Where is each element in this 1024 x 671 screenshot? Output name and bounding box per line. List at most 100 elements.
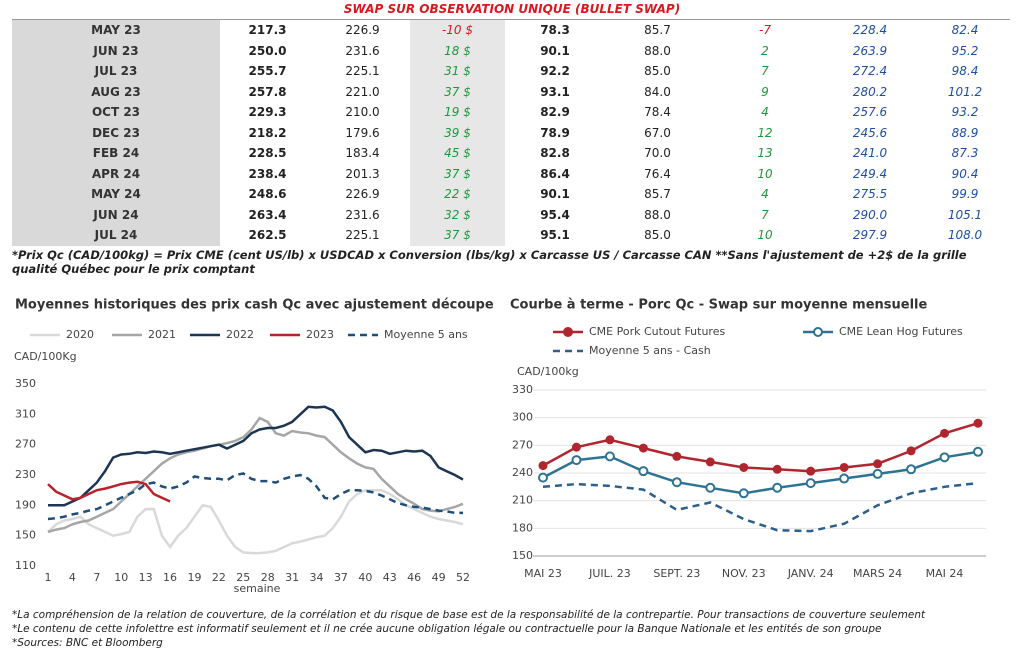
series-line xyxy=(47,416,464,534)
table-cell: 70.0 xyxy=(644,146,671,161)
table-cell: 297.9 xyxy=(852,228,888,243)
point xyxy=(839,462,849,472)
x-tick-label: MARS 24 xyxy=(853,567,902,580)
table-row: MAY 24 248.6 226.9 22 $ 90.1 85.7 4 275.5 99.9 xyxy=(12,184,1010,205)
table-cell: 76.4 xyxy=(644,166,671,181)
table-row: MAY 23 217.3 226.9 -10 $ 78.3 85.7 -7 228.4 82.4 xyxy=(12,19,1010,41)
table-cell: 10 xyxy=(757,166,773,181)
point xyxy=(638,466,649,477)
point xyxy=(940,428,950,438)
table-note: *Prix Qc (CAD/100kg) = Prix CME (cent US… xyxy=(12,248,967,276)
table-cell: APR 24 xyxy=(12,163,220,184)
x-tick-label: 37 xyxy=(334,571,348,584)
point xyxy=(906,446,916,456)
table-cell: 92.2 xyxy=(540,64,570,79)
table-cell: JUL 24 xyxy=(12,225,220,246)
table-cell: 37 $ xyxy=(410,81,505,102)
point xyxy=(571,442,581,452)
y-tick-label: 270 xyxy=(15,438,36,451)
table-cell: MAY 23 xyxy=(12,19,220,41)
table-cell: 19 $ xyxy=(410,102,505,123)
table-cell: 82.8 xyxy=(540,146,570,161)
x-tick-label: MAI 23 xyxy=(524,567,562,580)
table-cell: 210.0 xyxy=(345,105,380,120)
table-cell: 257.8 xyxy=(248,84,287,99)
table-cell: AUG 23 xyxy=(12,81,220,102)
table-cell: 90.4 xyxy=(951,166,979,181)
y-tick-label: 270 xyxy=(512,438,533,451)
table-cell: 241.0 xyxy=(852,146,888,161)
table-cell: 217.3 xyxy=(248,23,287,38)
x-tick-label: 25 xyxy=(236,571,250,584)
table-cell: 90.1 xyxy=(540,187,570,202)
x-tick-label: 16 xyxy=(163,571,177,584)
point xyxy=(738,488,749,499)
table-cell: 228.5 xyxy=(248,146,287,161)
point xyxy=(772,464,782,474)
table-cell: 93.1 xyxy=(540,84,570,99)
y-tick-label: 210 xyxy=(512,494,533,507)
table-cell: 218.2 xyxy=(248,125,287,140)
point xyxy=(906,464,917,475)
table-cell: 85.7 xyxy=(644,187,671,202)
table-cell: 226.9 xyxy=(345,187,380,202)
x-tick-label: 13 xyxy=(139,571,153,584)
y-tick-label: 150 xyxy=(512,549,533,562)
series-line xyxy=(47,488,464,555)
table-row: JUN 23 250.0 231.6 18 $ 90.1 88.0 2 263.9 95.2 xyxy=(12,40,1010,61)
x-tick-label: 22 xyxy=(212,571,226,584)
point xyxy=(805,478,816,489)
table-cell: 290.0 xyxy=(852,207,888,222)
table-cell: 179.6 xyxy=(345,125,380,140)
y-tick-label: 240 xyxy=(512,466,533,479)
x-tick-label: 19 xyxy=(187,571,201,584)
table-cell: 37 $ xyxy=(410,163,505,184)
point xyxy=(538,472,548,483)
table-cell: 32 $ xyxy=(410,204,505,225)
table-cell: 2 xyxy=(761,43,769,58)
footnote: *La compréhension de la relation de couv… xyxy=(12,609,926,621)
legend-marker xyxy=(813,327,823,337)
series-line xyxy=(47,472,463,521)
y-tick-label: 230 xyxy=(15,468,36,481)
point xyxy=(939,452,950,463)
y-tick-label: 310 xyxy=(15,407,36,420)
banner-title: SWAP SUR OBSERVATION UNIQUE (BULLET SWAP… xyxy=(343,2,681,16)
table-cell: 98.4 xyxy=(951,64,979,79)
point xyxy=(739,462,749,472)
table-cell: 255.7 xyxy=(248,64,287,79)
table-cell: 7 xyxy=(761,207,769,222)
table-cell: 4 xyxy=(761,105,769,120)
table-cell: 85.0 xyxy=(644,228,671,243)
legend-label: 2020 xyxy=(66,328,94,341)
y-tick-label: 350 xyxy=(15,377,36,390)
series-line xyxy=(542,450,979,495)
table-cell: 82.4 xyxy=(951,23,979,38)
table-row: JUN 24 263.4 231.6 32 $ 95.4 88.0 7 290.0 105.1 xyxy=(12,204,1010,225)
table-cell: 78.9 xyxy=(540,125,570,140)
point xyxy=(672,451,682,461)
table-row: DEC 23 218.2 179.6 39 $ 78.9 67.0 12 245.6 88.9 xyxy=(12,122,1010,143)
point xyxy=(705,457,715,467)
table-cell: 88.0 xyxy=(644,43,671,58)
y-axis-label: CAD/100Kg xyxy=(14,350,77,363)
chart-title: Moyennes historiques des prix cash Qc av… xyxy=(15,298,494,313)
x-tick-label: 28 xyxy=(261,571,275,584)
table-cell: OCT 23 xyxy=(12,102,220,123)
table-cell: 108.0 xyxy=(947,228,983,243)
table-row: OCT 23 229.3 210.0 19 $ 82.9 78.4 4 257.6 93.2 xyxy=(12,102,1010,123)
y-tick-label: 300 xyxy=(512,411,533,424)
y-tick-label: 110 xyxy=(15,559,36,572)
table-cell: 250.0 xyxy=(248,43,287,58)
table-cell: JUL 23 xyxy=(12,61,220,82)
table-cell: -7 xyxy=(759,23,771,38)
x-tick-label: SEPT. 23 xyxy=(653,567,700,580)
footnote: *Sources: BNC et Bloomberg xyxy=(12,637,163,649)
y-tick-label: 180 xyxy=(512,521,533,534)
table-cell: MAY 24 xyxy=(12,184,220,205)
x-tick-label: JUIL. 23 xyxy=(588,567,631,580)
legend-marker xyxy=(563,327,573,337)
table-cell: DEC 23 xyxy=(12,122,220,143)
point xyxy=(772,482,783,493)
